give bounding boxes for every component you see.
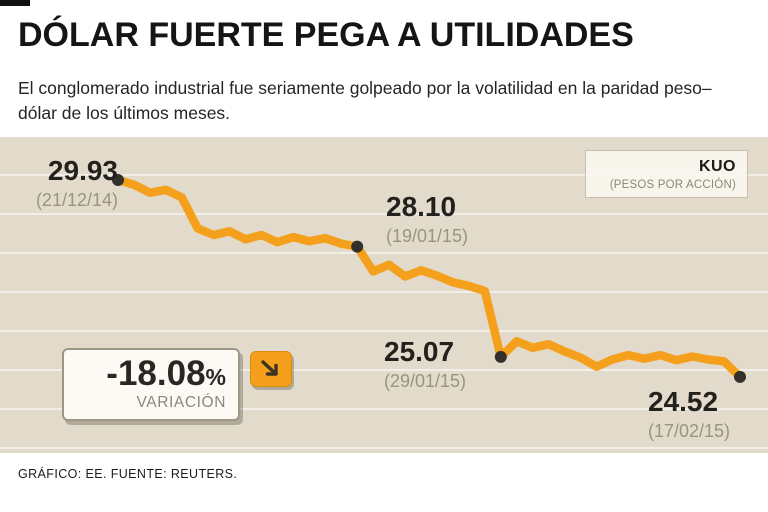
down-right-arrow-icon (250, 351, 292, 387)
data-point-marker (112, 174, 124, 186)
price-label: 29.93 (47, 155, 118, 186)
annotation-start: 29.93 (21/12/14) (14, 157, 118, 211)
date-label: (19/01/15) (386, 226, 469, 246)
header: DÓLAR FUERTE PEGA A UTILIDADES El conglo… (0, 0, 768, 137)
price-label: 28.10 (386, 191, 457, 222)
price-label: 24.52 (648, 386, 719, 417)
annotation-end: 24.52 (17/02/15) (648, 388, 730, 442)
credit: GRÁFICO: EE. FUENTE: REUTERS. (18, 467, 238, 481)
arrow-glyph (261, 360, 278, 376)
data-point-marker (734, 370, 746, 383)
variation-value: -18.08% (106, 354, 226, 393)
corner-mark (0, 0, 30, 6)
annotation-mid-1: 28.10 (19/01/15) (386, 193, 468, 247)
ticker-unit: (PESOS POR ACCIÓN) (609, 179, 736, 191)
date-label: (21/12/14) (35, 190, 118, 210)
annotation-mid-2: 25.07 (29/01/15) (384, 338, 466, 392)
footer: GRÁFICO: EE. FUENTE: REUTERS. (0, 453, 768, 512)
data-point-marker (351, 240, 364, 253)
price-label: 25.07 (384, 336, 455, 367)
chart-area: KUO (PESOS POR ACCIÓN) 29.93 (21/12/14) … (0, 137, 768, 453)
variation-label: VARIACIÓN (136, 393, 226, 411)
date-label: (29/01/15) (384, 371, 467, 391)
ticker-symbol: KUO (698, 158, 736, 175)
legend-box: KUO (PESOS POR ACCIÓN) (585, 150, 748, 198)
price-line-chart (112, 174, 746, 383)
page-title: DÓLAR FUERTE PEGA A UTILIDADES (18, 16, 634, 54)
date-label: (17/02/15) (648, 421, 731, 441)
variation-badge: -18.08% VARIACIÓN (62, 348, 240, 421)
subtitle: El conglomerado industrial fue seriament… (18, 78, 712, 124)
data-point-marker (494, 350, 507, 363)
